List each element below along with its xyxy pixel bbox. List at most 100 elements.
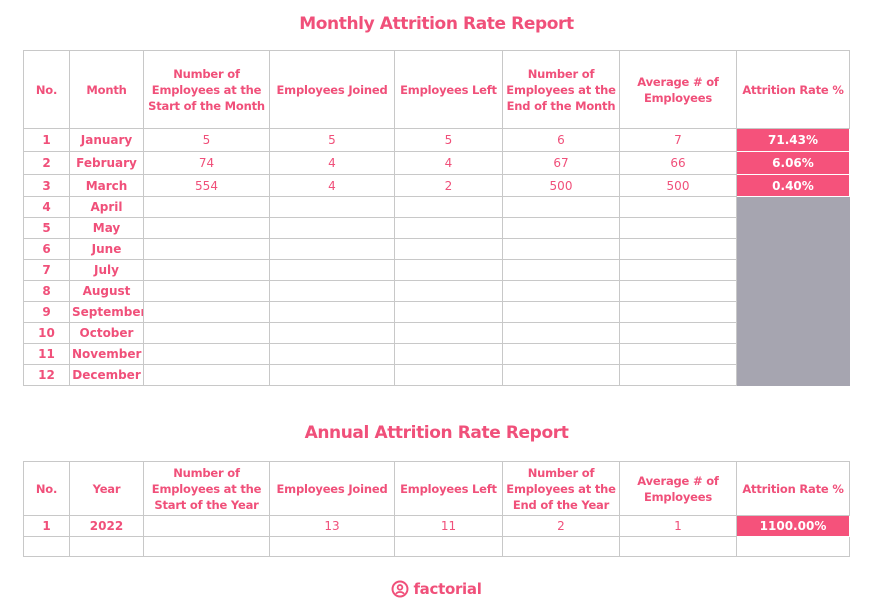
cell-average xyxy=(619,343,737,365)
cell-start xyxy=(143,280,270,302)
header-left: Employees Left xyxy=(394,461,503,516)
cell-average xyxy=(619,217,737,239)
cell-end xyxy=(502,259,620,281)
cell-end xyxy=(502,364,620,386)
cell-month: May xyxy=(69,217,144,239)
header-joined: Employees Joined xyxy=(269,50,395,129)
cell-no: 3 xyxy=(23,174,70,197)
cell-joined: 13 xyxy=(269,515,395,537)
cell-end xyxy=(502,322,620,344)
cell-month: August xyxy=(69,280,144,302)
cell-average xyxy=(619,196,737,218)
header-end: Number of Employees at the End of the Ye… xyxy=(502,461,620,516)
cell-average: 7 xyxy=(619,128,737,152)
cell-month: November xyxy=(69,343,144,365)
cell-attrition-rate xyxy=(736,536,850,557)
cell-average: 1 xyxy=(619,515,737,537)
cell-no: 4 xyxy=(23,196,70,218)
cell-end xyxy=(502,238,620,260)
cell-attrition-rate xyxy=(736,343,850,365)
cell-joined: 5 xyxy=(269,128,395,152)
cell-left xyxy=(394,196,503,218)
cell-joined xyxy=(269,536,395,557)
monthly-header-row: No. Month Number of Employees at the Sta… xyxy=(23,50,850,129)
cell-attrition-rate: 6.06% xyxy=(736,151,850,175)
cell-average: 500 xyxy=(619,174,737,197)
cell-no: 12 xyxy=(23,364,70,386)
cell-no: 1 xyxy=(23,515,70,537)
cell-attrition-rate xyxy=(736,217,850,239)
cell-end xyxy=(502,536,620,557)
cell-end xyxy=(502,196,620,218)
header-joined: Employees Joined xyxy=(269,461,395,516)
cell-left xyxy=(394,322,503,344)
cell-attrition-rate xyxy=(736,301,850,323)
cell-no: 11 xyxy=(23,343,70,365)
cell-attrition-rate xyxy=(736,259,850,281)
cell-no: 5 xyxy=(23,217,70,239)
cell-start xyxy=(143,301,270,323)
cell-month: October xyxy=(69,322,144,344)
cell-attrition-rate xyxy=(736,280,850,302)
cell-joined xyxy=(269,238,395,260)
cell-no: 10 xyxy=(23,322,70,344)
table-row: 7 July xyxy=(23,259,850,281)
cell-left xyxy=(394,364,503,386)
cell-start xyxy=(143,515,270,537)
factorial-logo-text: factorial xyxy=(413,580,482,598)
header-no: No. xyxy=(23,50,70,129)
monthly-report-title: Monthly Attrition Rate Report xyxy=(299,14,574,34)
cell-left: 5 xyxy=(394,128,503,152)
cell-no: 7 xyxy=(23,259,70,281)
cell-start xyxy=(143,238,270,260)
cell-average xyxy=(619,536,737,557)
cell-average: 66 xyxy=(619,151,737,175)
cell-no: 6 xyxy=(23,238,70,260)
cell-average xyxy=(619,259,737,281)
cell-start xyxy=(143,196,270,218)
cell-left: 4 xyxy=(394,151,503,175)
cell-year: 2022 xyxy=(69,515,144,537)
cell-joined: 4 xyxy=(269,174,395,197)
header-year: Year xyxy=(69,461,144,516)
cell-month: December xyxy=(69,364,144,386)
factorial-logo-icon xyxy=(391,580,409,598)
cell-joined xyxy=(269,364,395,386)
cell-left xyxy=(394,217,503,239)
cell-joined xyxy=(269,259,395,281)
factorial-logo: factorial xyxy=(0,580,873,598)
cell-end xyxy=(502,301,620,323)
cell-start xyxy=(143,536,270,557)
cell-attrition-rate: 71.43% xyxy=(736,128,850,152)
cell-attrition-rate: 0.40% xyxy=(736,174,850,197)
cell-month: February xyxy=(69,151,144,175)
cell-end: 67 xyxy=(502,151,620,175)
cell-start xyxy=(143,217,270,239)
cell-year xyxy=(69,536,144,557)
cell-attrition-rate xyxy=(736,196,850,218)
cell-no xyxy=(23,536,70,557)
table-row: 2 February 74 4 4 67 66 6.06% xyxy=(23,151,850,175)
cell-left xyxy=(394,343,503,365)
header-no: No. xyxy=(23,461,70,516)
cell-no: 9 xyxy=(23,301,70,323)
cell-end: 500 xyxy=(502,174,620,197)
header-attrition-rate: Attrition Rate % xyxy=(736,50,850,129)
cell-no: 8 xyxy=(23,280,70,302)
cell-month: July xyxy=(69,259,144,281)
header-attrition-rate: Attrition Rate % xyxy=(736,461,850,516)
cell-left xyxy=(394,280,503,302)
table-row: 9 September xyxy=(23,301,850,323)
cell-left xyxy=(394,301,503,323)
cell-left: 2 xyxy=(394,174,503,197)
header-month: Month xyxy=(69,50,144,129)
table-row: 12 December xyxy=(23,364,850,386)
cell-month: January xyxy=(69,128,144,152)
header-start: Number of Employees at the Start of the … xyxy=(143,50,270,129)
cell-attrition-rate: 1100.00% xyxy=(736,515,850,537)
cell-left xyxy=(394,238,503,260)
cell-attrition-rate xyxy=(736,238,850,260)
cell-no: 2 xyxy=(23,151,70,175)
annual-attrition-table: No. Year Number of Employees at the Star… xyxy=(23,461,850,557)
cell-joined xyxy=(269,196,395,218)
